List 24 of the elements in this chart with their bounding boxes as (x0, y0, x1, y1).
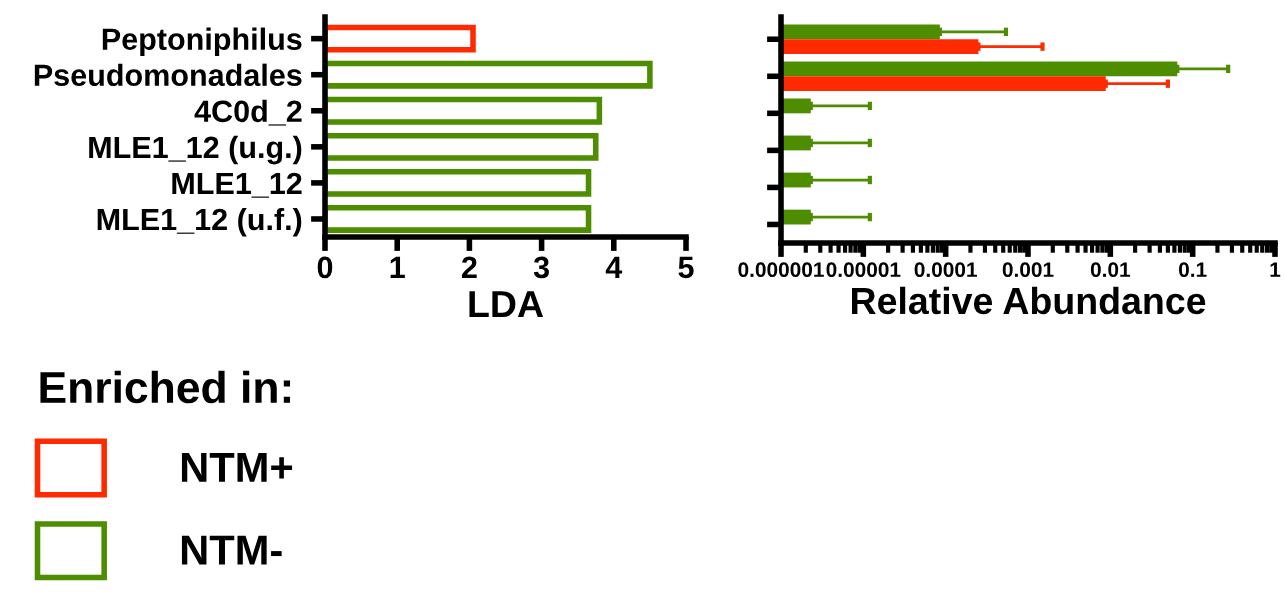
x-tick-label: 0.1 (1179, 262, 1207, 278)
x-tick-label: 0.00001 (826, 262, 901, 278)
x-tick-label: 0.01 (1090, 262, 1131, 278)
x-tick-label: 1 (390, 256, 405, 278)
x-axis-title: Relative Abundance (852, 286, 1206, 315)
y-tick-label: Pseudomonadales (34, 63, 302, 87)
x-tick-label: 0.0001 (914, 262, 977, 278)
x-tick-label: 0 (317, 256, 333, 279)
x-tick-label: 0.001 (1002, 262, 1054, 278)
legend-label: NTM+ (181, 453, 293, 482)
x-tick-label: 4 (605, 256, 623, 278)
legend-title: Enriched in: (40, 370, 291, 404)
x-tick-label: 1 (1270, 262, 1281, 277)
legend-label: NTM- (181, 535, 282, 565)
x-axis-title: LDA (469, 291, 544, 317)
y-tick-label: MLE1_12 (u.f.) (97, 207, 302, 237)
y-tick-label: MLE1_12 (u.g.) (89, 135, 302, 165)
x-tick-label: 0.000001 (738, 262, 824, 278)
y-tick-label: 4C0d_2 (194, 99, 302, 126)
x-tick-label: 3 (533, 256, 549, 279)
x-tick-label: 2 (461, 256, 477, 278)
y-tick-label: Peptoniphilus (102, 27, 302, 57)
y-tick-label: MLE1_12 (172, 172, 302, 198)
x-tick-label: 5 (678, 256, 694, 279)
